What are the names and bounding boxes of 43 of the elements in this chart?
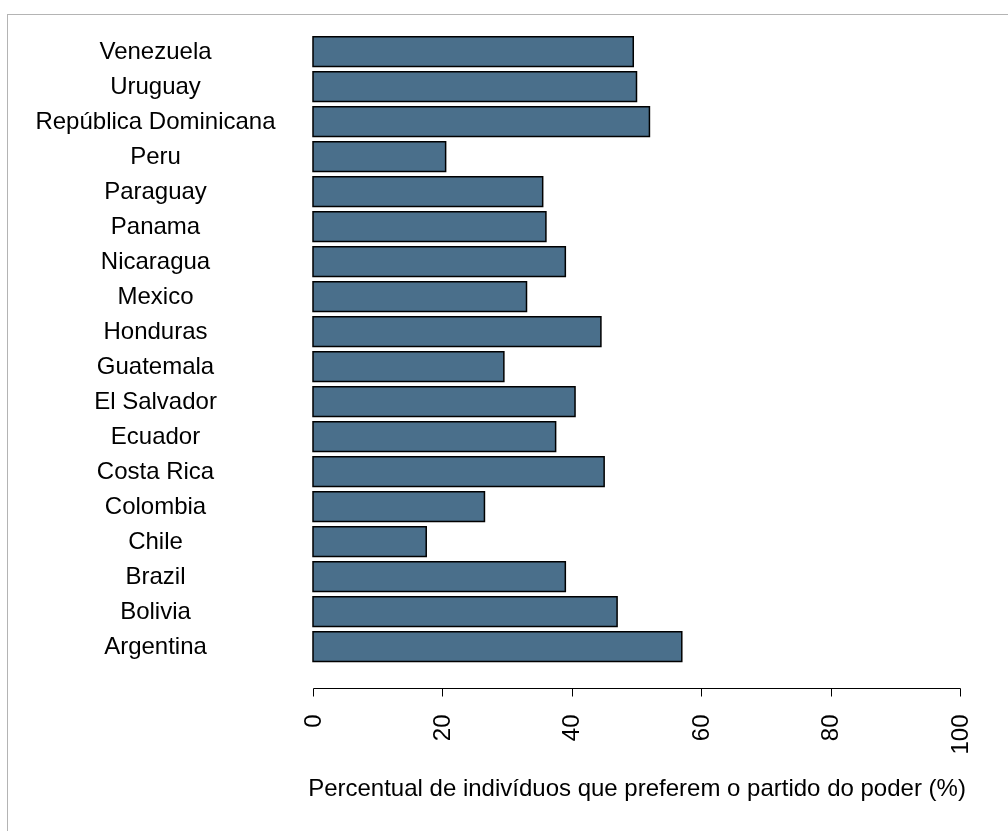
bar: [312, 455, 605, 488]
bar: [312, 385, 576, 418]
bar: [312, 70, 638, 103]
bar: [312, 560, 567, 593]
x-tick-label: 0: [298, 714, 326, 728]
y-tick-label: Guatemala: [96, 351, 215, 379]
bar: [312, 490, 486, 523]
bar: [312, 595, 618, 628]
bar: [312, 105, 651, 138]
y-tick-label: Chile: [128, 526, 183, 554]
bar: [312, 245, 567, 278]
bar: [312, 140, 447, 173]
bar: [312, 280, 528, 313]
bar: [312, 210, 547, 243]
bar: [312, 175, 544, 208]
y-tick-label: Uruguay: [110, 71, 201, 99]
y-tick-label: Paraguay: [104, 176, 207, 204]
y-tick-label: Peru: [130, 141, 181, 169]
bar: [312, 35, 635, 68]
y-tick-label: Costa Rica: [96, 456, 215, 484]
y-tick-label: Panama: [110, 211, 201, 239]
x-tick-label: 40: [557, 714, 585, 742]
x-tick-label: 80: [816, 714, 844, 742]
y-tick-label: Mexico: [117, 281, 194, 309]
y-tick-label: Honduras: [103, 316, 208, 344]
bar: [312, 350, 505, 383]
bar: [312, 315, 602, 348]
y-tick-label: Colombia: [104, 491, 207, 519]
y-tick-label: Brazil: [125, 561, 186, 589]
bar: [312, 525, 427, 558]
x-tick-label: 20: [427, 714, 455, 742]
y-tick-label: El Salvador: [94, 386, 217, 414]
x-tick-label: 60: [686, 714, 714, 742]
y-tick-label: Venezuela: [99, 36, 213, 64]
bar: [312, 420, 557, 453]
y-tick-label: Argentina: [104, 631, 208, 659]
y-tick-label: Nicaragua: [100, 246, 211, 274]
bar: [312, 630, 683, 663]
y-tick-label: Bolivia: [120, 596, 192, 624]
y-tick-label: Ecuador: [110, 421, 201, 449]
x-axis-title: Percentual de indivíduos que preferem o partido do poder (%): [308, 773, 966, 801]
x-tick-label: 100: [945, 714, 973, 755]
y-tick-label: República Dominicana: [35, 106, 277, 134]
